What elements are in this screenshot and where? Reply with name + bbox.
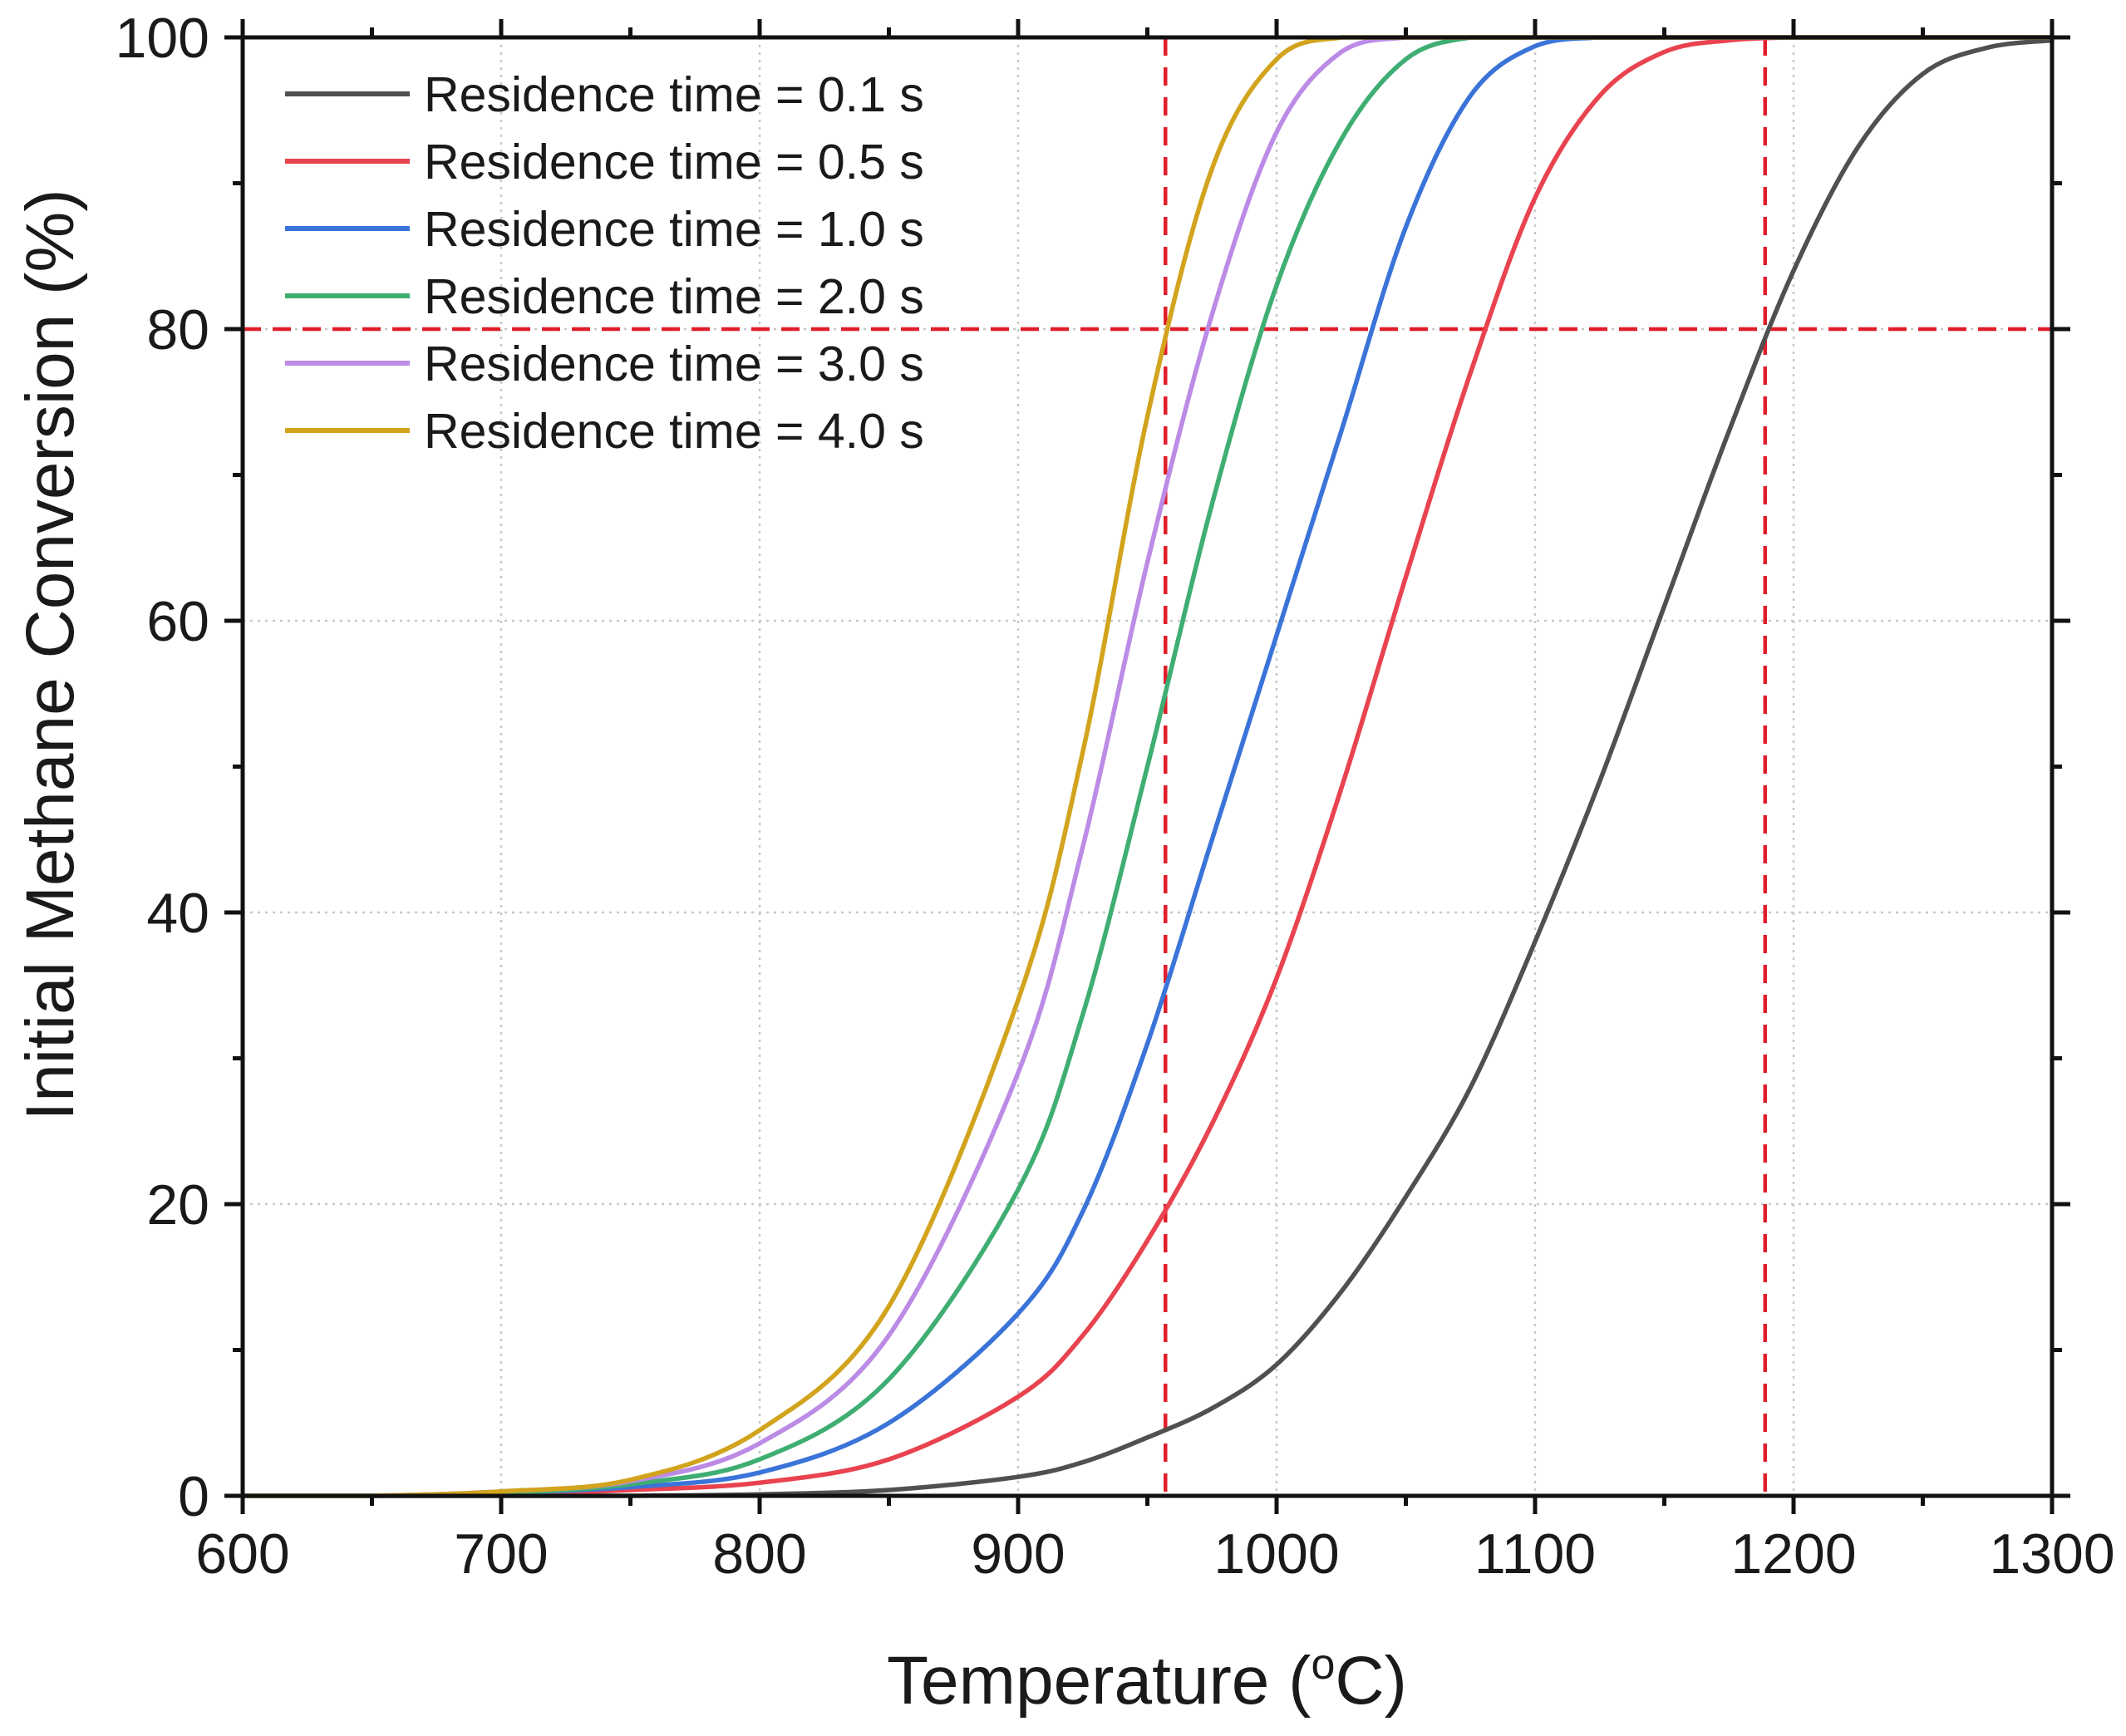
y-tick-labels: 0 20 40 60 80 100 [116, 7, 209, 1528]
legend-item: Residence time = 4.0 s [285, 404, 924, 459]
legend-item: Residence time = 2.0 s [285, 269, 924, 324]
legend-label: Residence time = 0.1 s [424, 67, 924, 122]
y-tick-label: 80 [146, 298, 209, 361]
legend-label: Residence time = 3.0 s [424, 337, 924, 391]
x-tick-label: 700 [454, 1522, 548, 1586]
y-axis-title: Initial Methane Conversion (%) [12, 189, 88, 1120]
x-tick-labels: 600 700 800 900 1000 1100 1200 1300 [195, 1522, 2114, 1586]
legend-item: Residence time = 0.5 s [285, 135, 924, 189]
x-tick-label: 1300 [1989, 1522, 2114, 1586]
x-axis-title-superscript: o [1311, 1640, 1335, 1689]
x-tick-label: 1100 [1474, 1522, 1596, 1586]
axis-ticks [224, 19, 2070, 1514]
legend-item: Residence time = 1.0 s [285, 202, 924, 257]
legend-label: Residence time = 4.0 s [424, 404, 924, 459]
legend-item: Residence time = 0.1 s [285, 67, 924, 122]
x-tick-label: 1200 [1730, 1522, 1856, 1586]
x-axis-title: Temperature (oC) [887, 1640, 1407, 1719]
legend-item: Residence time = 3.0 s [285, 337, 924, 391]
y-tick-label: 20 [146, 1173, 209, 1237]
x-tick-label: 1000 [1213, 1522, 1339, 1586]
legend: Residence time = 0.1 s Residence time = 0… [285, 67, 924, 459]
y-tick-label: 60 [146, 590, 209, 653]
legend-label: Residence time = 1.0 s [424, 202, 924, 257]
reference-lines [243, 37, 2052, 1496]
x-tick-label: 600 [195, 1522, 289, 1586]
x-tick-label: 800 [712, 1522, 806, 1586]
y-tick-label: 40 [146, 882, 209, 945]
legend-label: Residence time = 2.0 s [424, 269, 924, 324]
y-tick-label: 100 [116, 7, 209, 70]
y-tick-label: 0 [178, 1465, 209, 1528]
x-tick-label: 900 [971, 1522, 1065, 1586]
legend-label: Residence time = 0.5 s [424, 135, 924, 189]
